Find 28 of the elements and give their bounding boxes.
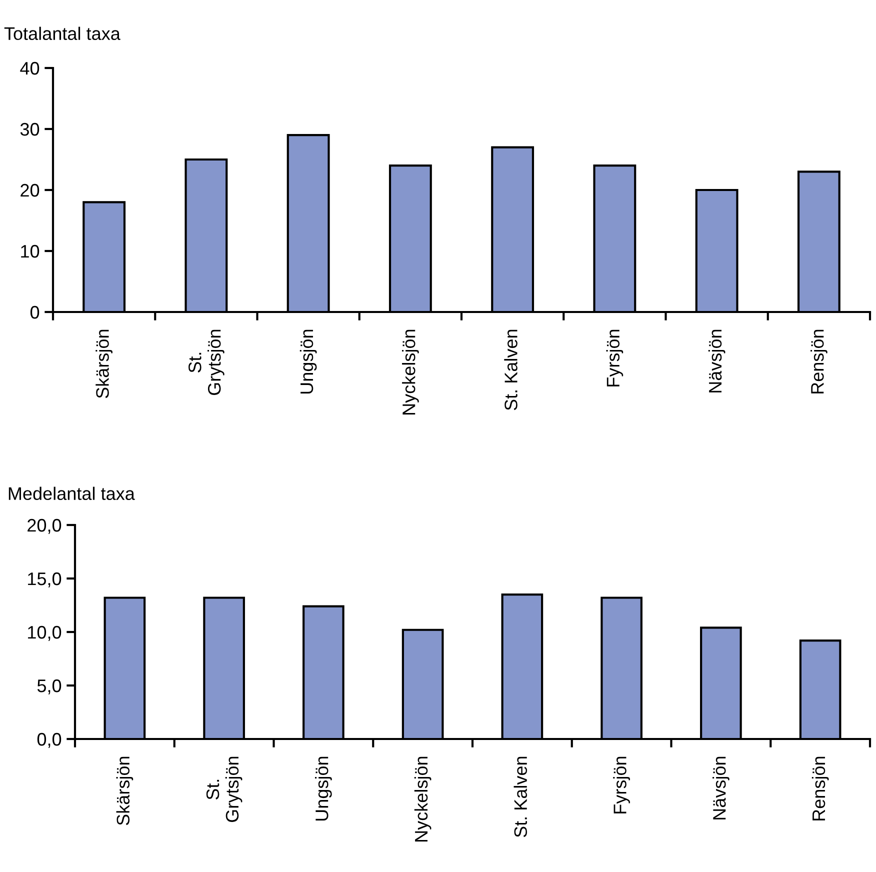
x-tick-label: St. Kalven (504, 330, 518, 410)
y-tick-label: 40 (20, 62, 40, 75)
y-tick-label: 0,0 (37, 732, 62, 748)
x-tick-label: Ungsjön (300, 330, 317, 394)
x-tick-label: Nyckelsjön (414, 756, 432, 842)
x-tick-label: Rensjön (812, 756, 829, 820)
y-tick-label: 0 (30, 306, 40, 319)
x-tick-label: Skärsjön (116, 756, 134, 826)
y-tick-label: 30 (20, 122, 40, 136)
y-tick-label: 5,0 (37, 679, 62, 694)
x-tick-label: Fyrsjön (613, 756, 630, 814)
y-tick-label: 20 (20, 184, 40, 197)
y-tick-label: 20,0 (28, 518, 62, 534)
x-tick-label: Nävsjön (712, 756, 730, 820)
chart-title: Totalantal taxa (4, 26, 120, 40)
chart-title: Medelantal taxa (8, 486, 135, 500)
x-tick-label: Fyrsjön (606, 330, 624, 386)
y-tick-label: 10,0 (28, 626, 62, 641)
x-tick-label: Skärsjön (96, 330, 112, 398)
x-tick-label: Nävsjön (708, 330, 726, 392)
x-tick-label: Rensjön (810, 330, 828, 394)
x-tick-label: Ungsjön (315, 756, 332, 821)
x-tick-label: Nyckelsjön (402, 330, 419, 414)
x-tick-label: St. Grytsjön (188, 330, 224, 395)
x-tick-label: St. Grytsjön (206, 756, 242, 822)
x-tick-label: St. Kalven (514, 756, 528, 838)
y-tick-label: 10 (21, 244, 40, 258)
y-tick-label: 15,0 (28, 572, 62, 588)
